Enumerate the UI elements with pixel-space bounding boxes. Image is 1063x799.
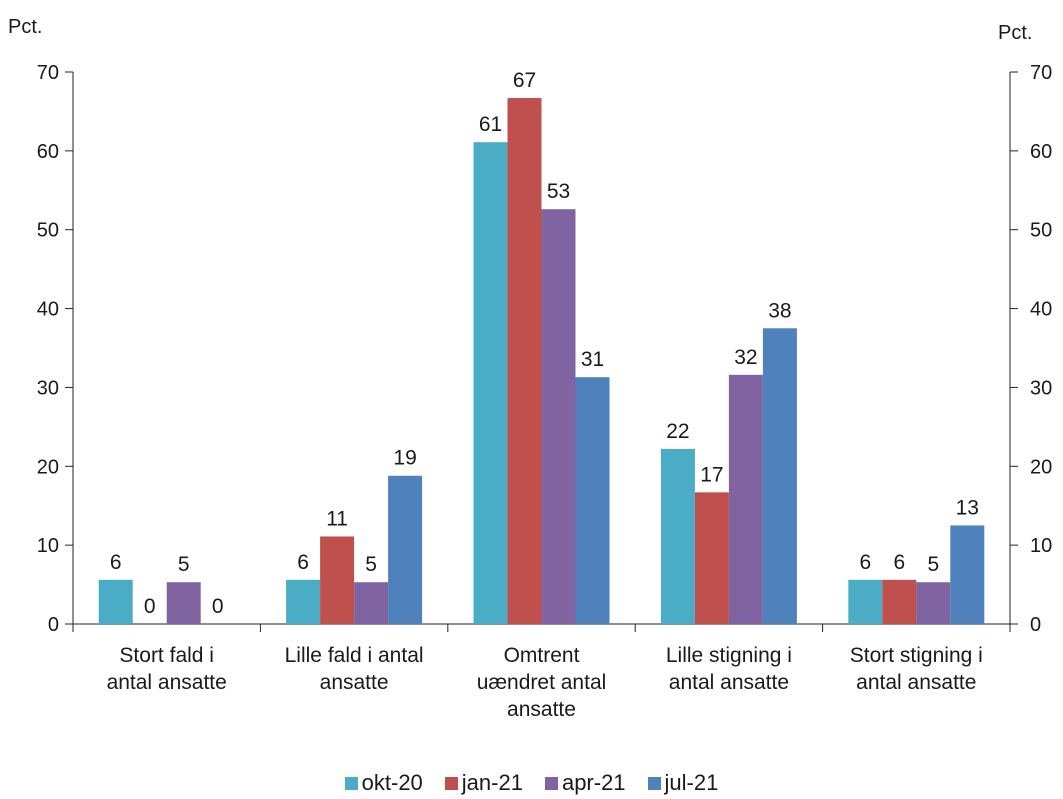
- data-label: 5: [365, 553, 377, 576]
- left-axis-unit: Pct.: [8, 16, 43, 38]
- y-tick-label-right: 50: [1030, 220, 1052, 242]
- bar: [916, 582, 951, 624]
- y-tick-label-right: 70: [1030, 62, 1052, 84]
- data-label: 67: [513, 69, 536, 92]
- y-tick-label-left: 30: [37, 377, 59, 399]
- legend-item: okt-20: [344, 770, 423, 796]
- bar: [848, 579, 883, 624]
- bar: [507, 98, 542, 625]
- category-label: Lille fald i antal: [285, 644, 424, 667]
- legend-swatch: [444, 776, 458, 790]
- legend-label: jan-21: [461, 770, 523, 795]
- legend-swatch: [344, 776, 358, 790]
- bar: [762, 328, 797, 624]
- legend-item: jul-21: [647, 770, 719, 796]
- category-label: antal ansatte: [107, 671, 227, 694]
- bar: [541, 209, 576, 624]
- data-label: 0: [144, 595, 156, 618]
- y-tick-label-right: 30: [1030, 377, 1052, 399]
- y-tick-label-right: 10: [1030, 535, 1052, 557]
- category-label: Stort stigning i: [850, 644, 983, 667]
- bar: [320, 536, 355, 624]
- data-label: 31: [581, 348, 604, 371]
- y-tick-label-left: 60: [37, 141, 59, 163]
- data-label: 6: [859, 551, 871, 574]
- data-label: 6: [110, 551, 122, 574]
- bar: [950, 525, 985, 624]
- data-label: 5: [178, 553, 190, 576]
- data-label: 17: [700, 463, 723, 486]
- category-label: antal ansatte: [856, 671, 976, 694]
- category-label: uændret antal: [477, 671, 607, 694]
- data-label: 6: [893, 551, 905, 574]
- data-label: 61: [479, 113, 502, 136]
- bar: [286, 579, 321, 624]
- y-tick-label-left: 0: [48, 614, 59, 636]
- data-label: 19: [393, 447, 416, 470]
- category-label: ansatte: [507, 698, 576, 721]
- bar: [388, 475, 423, 624]
- category-label: ansatte: [320, 671, 389, 694]
- y-tick-label-left: 70: [37, 62, 59, 84]
- bar: [882, 579, 917, 624]
- category-label: Lille stigning i: [666, 644, 792, 667]
- y-tick-label-left: 20: [37, 456, 59, 478]
- bar: [575, 377, 610, 624]
- legend-swatch: [647, 776, 661, 790]
- bar: [166, 582, 201, 624]
- category-label: Omtrent: [504, 644, 580, 667]
- bar: [660, 448, 695, 624]
- y-tick-label-right: 40: [1030, 299, 1052, 321]
- legend-item: apr-21: [544, 770, 626, 796]
- y-tick-label-right: 60: [1030, 141, 1052, 163]
- y-tick-label-right: 0: [1030, 614, 1041, 636]
- y-tick-label-left: 40: [37, 299, 59, 321]
- bar: [473, 142, 508, 624]
- legend-item: jan-21: [444, 770, 523, 796]
- legend-swatch: [544, 776, 558, 790]
- data-label: 11: [326, 507, 348, 530]
- right-axis-unit: Pct.: [998, 22, 1033, 44]
- y-tick-label-left: 50: [37, 220, 59, 242]
- bar: [354, 582, 389, 624]
- legend-label: okt-20: [361, 770, 423, 795]
- legend-label: jul-21: [664, 770, 719, 795]
- y-tick-label-left: 10: [37, 535, 59, 557]
- data-label: 6: [297, 551, 309, 574]
- bar: [98, 579, 133, 624]
- bar: [694, 492, 729, 624]
- legend-label: apr-21: [561, 770, 626, 795]
- category-label: Stort fald i: [119, 644, 214, 667]
- legend: okt-20 jan-21 apr-21 jul-21: [0, 770, 1063, 796]
- y-tick-label-right: 20: [1030, 456, 1052, 478]
- data-label: 38: [768, 299, 791, 322]
- category-label: antal ansatte: [669, 671, 789, 694]
- bar: [728, 374, 763, 624]
- data-label: 32: [734, 346, 757, 369]
- data-label: 22: [666, 420, 689, 443]
- data-label: 53: [547, 180, 570, 203]
- data-label: 5: [927, 553, 939, 576]
- data-label: 13: [956, 496, 979, 519]
- data-label: 0: [212, 595, 224, 618]
